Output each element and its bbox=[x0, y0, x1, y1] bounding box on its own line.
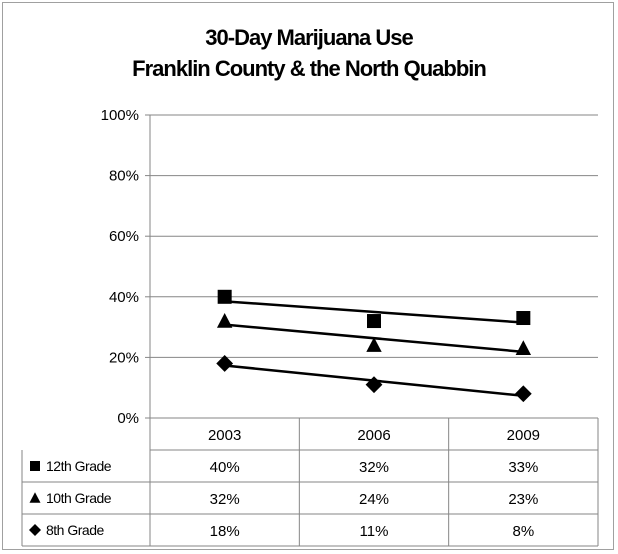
data-point-square bbox=[367, 314, 381, 329]
y-tick-label: 20% bbox=[109, 349, 139, 366]
chart-frame bbox=[2, 2, 614, 550]
chart-title: 30-Day Marijuana Use Franklin County & t… bbox=[132, 25, 487, 81]
y-axis: 0% 20% 40% 60% 80% 100% bbox=[101, 107, 151, 546]
y-tick-label: 40% bbox=[109, 289, 139, 306]
data-value-cell: 18% bbox=[210, 523, 240, 540]
data-value-cell: 11% bbox=[360, 523, 389, 540]
data-value-cell: 40% bbox=[210, 459, 240, 476]
series-name-label: 10th Grade bbox=[46, 490, 112, 506]
data-point-triangle bbox=[216, 312, 233, 328]
legend-marker-square bbox=[30, 461, 40, 471]
data-table: 2003 2006 2009 12th Grade 40% 32% 33% 10th Grad… bbox=[21, 417, 599, 547]
data-point-square bbox=[217, 289, 232, 304]
data-value-cell: 24% bbox=[359, 491, 389, 508]
data-value-cell: 32% bbox=[210, 491, 240, 508]
x-category-label: 2009 bbox=[507, 427, 540, 444]
data-markers bbox=[216, 289, 532, 403]
chart-title-line-2: Franklin County & the North Quabbin bbox=[132, 56, 486, 81]
y-tick-label: 80% bbox=[109, 168, 139, 185]
series-name-label: 12th Grade bbox=[46, 458, 112, 474]
series-name-label: 8th Grade bbox=[46, 522, 104, 538]
trendline bbox=[224, 300, 524, 324]
data-point-triangle bbox=[366, 337, 382, 352]
chart-title-line-1: 30-Day Marijuana Use bbox=[205, 25, 413, 50]
data-value-cell: 8% bbox=[512, 523, 534, 540]
data-value-cell: 32% bbox=[359, 459, 389, 476]
legend-marker-diamond bbox=[29, 524, 41, 536]
x-category-label: 2003 bbox=[208, 427, 241, 444]
y-tick-label: 60% bbox=[109, 228, 139, 245]
legend-marker-triangle bbox=[29, 492, 41, 503]
y-tick-label: 100% bbox=[101, 107, 139, 124]
data-point-diamond bbox=[365, 376, 383, 394]
data-point-triangle bbox=[515, 340, 532, 355]
data-point-diamond bbox=[514, 385, 532, 403]
y-tick-label: 0% bbox=[117, 410, 139, 427]
data-point-diamond bbox=[216, 355, 234, 372]
data-value-cell: 33% bbox=[508, 459, 538, 476]
x-category-label: 2006 bbox=[357, 427, 390, 444]
data-point-square bbox=[516, 311, 531, 326]
data-value-cell: 23% bbox=[508, 491, 538, 508]
